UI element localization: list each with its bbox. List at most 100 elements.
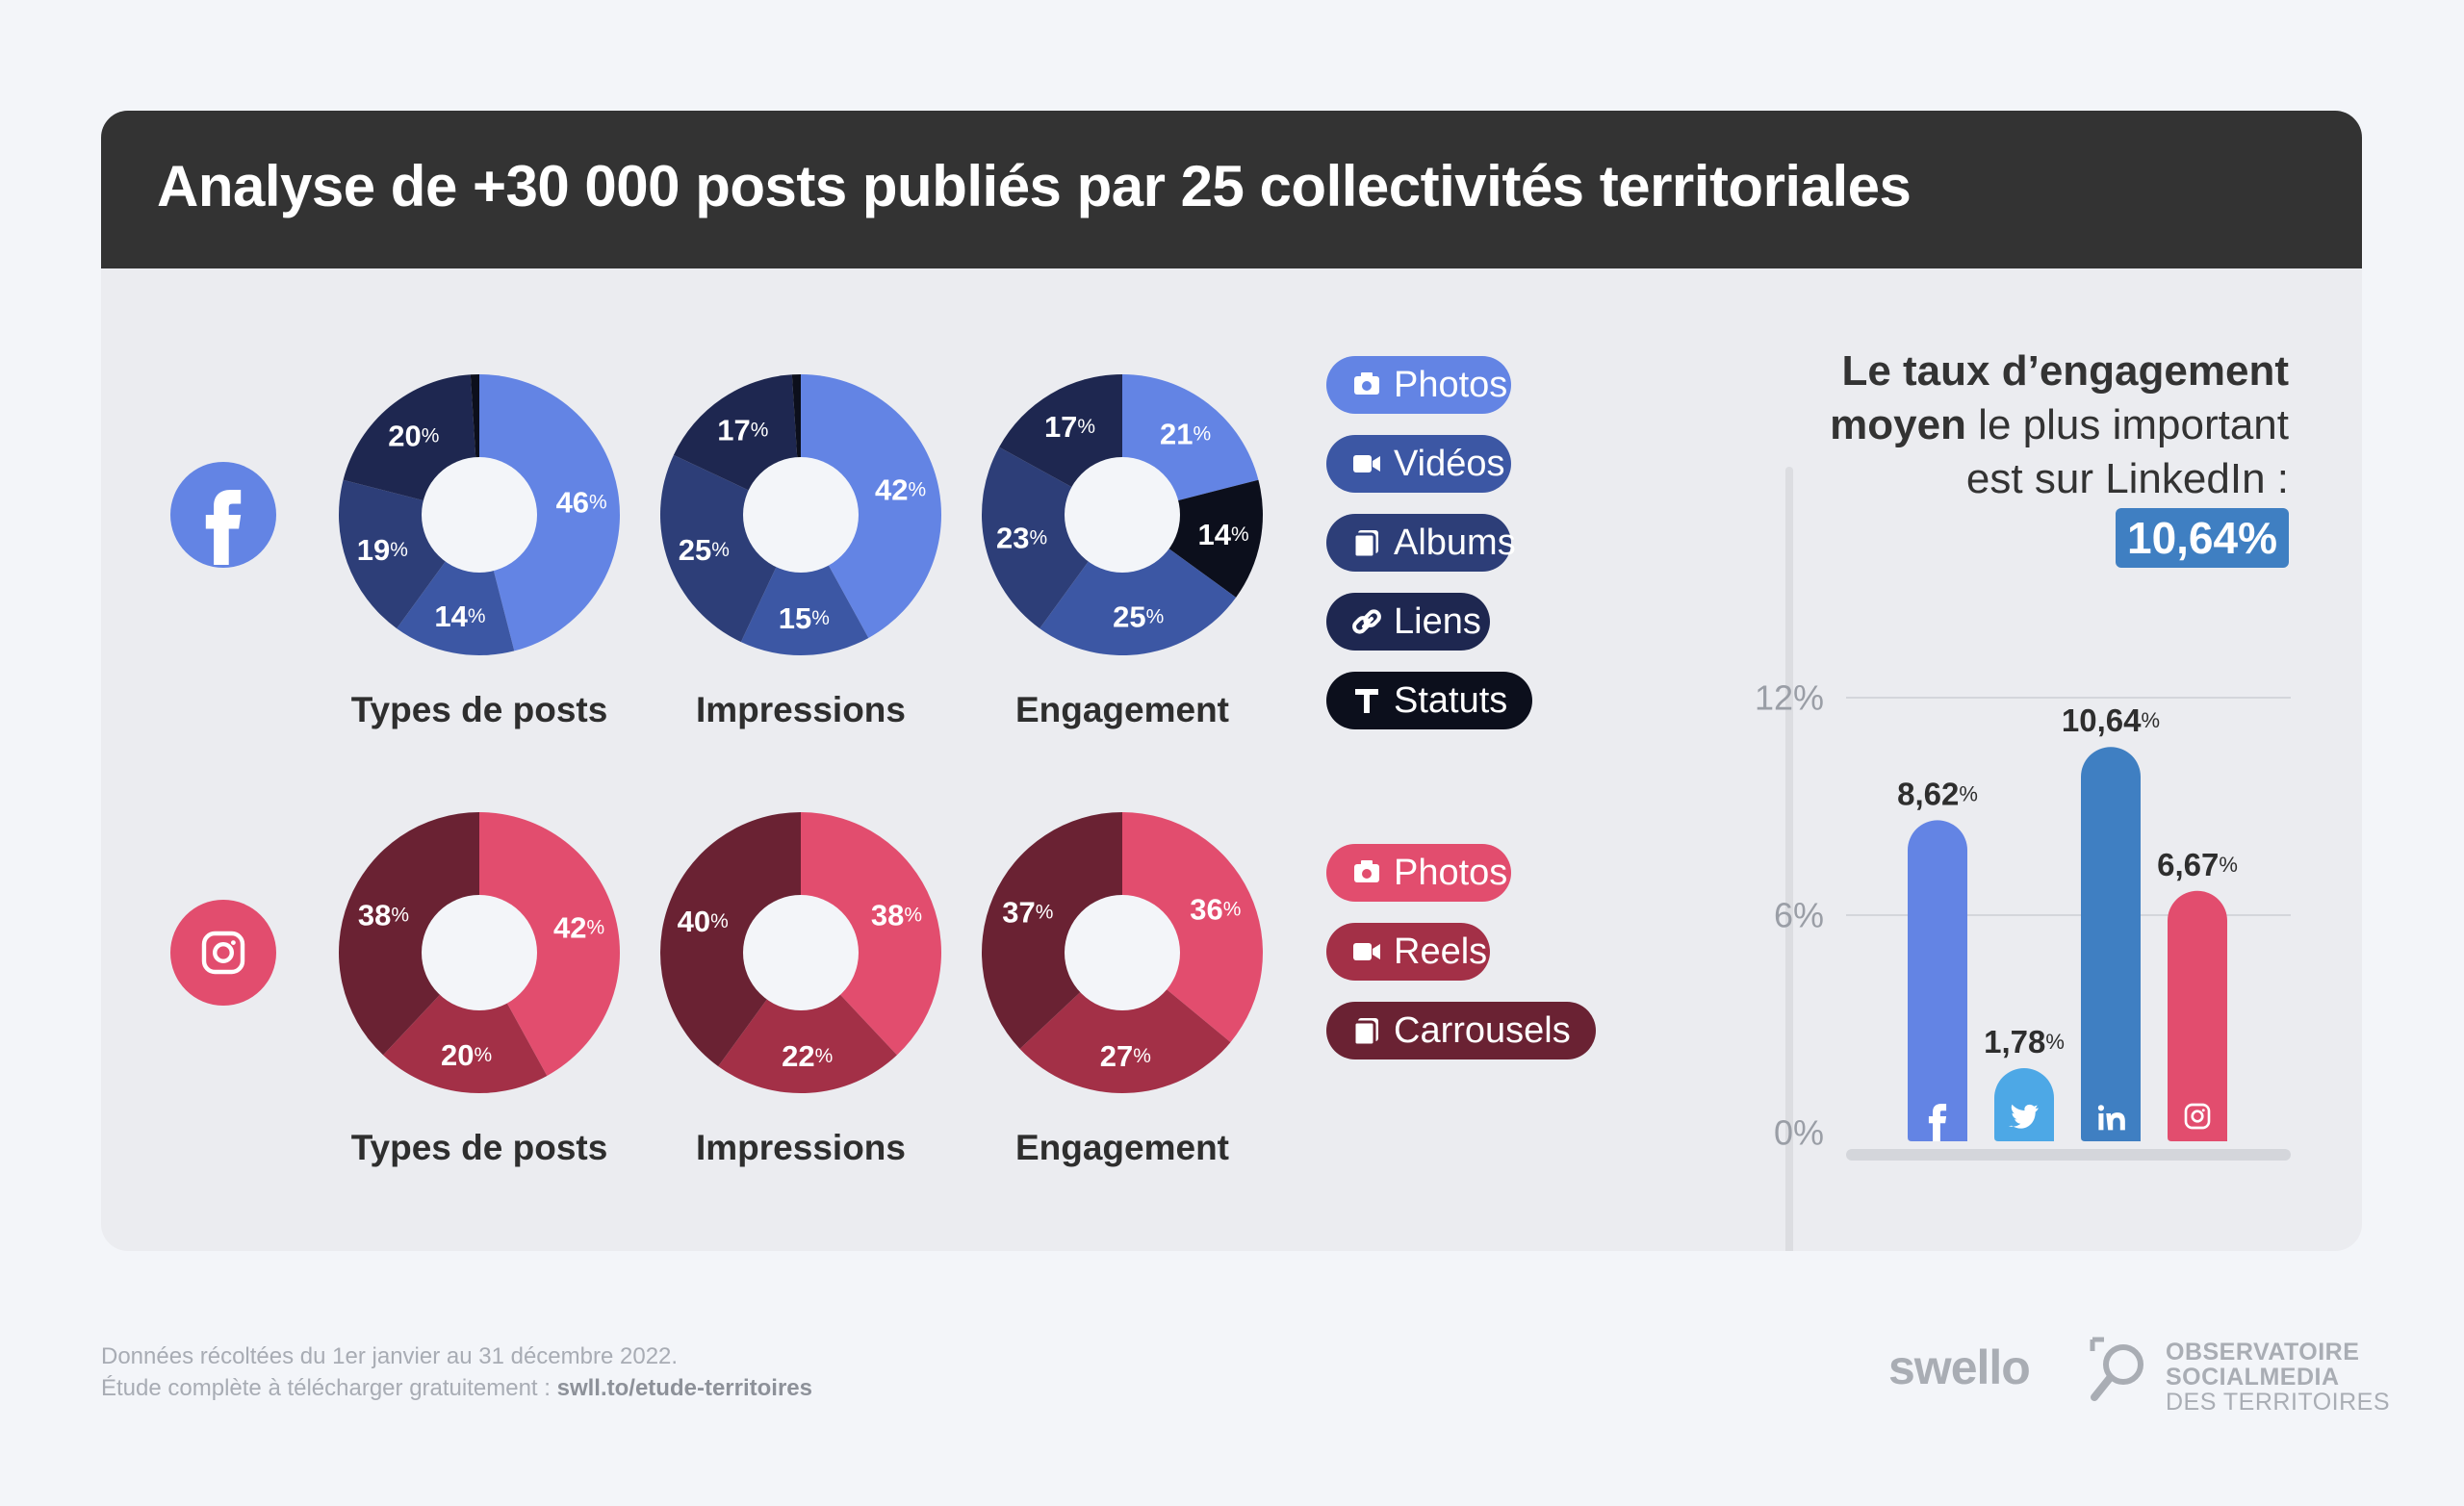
slice-label: 42%: [553, 910, 604, 944]
donut-hole: [743, 895, 859, 1010]
twitter-bird-glyph: [2008, 1104, 2039, 1129]
donut-title: Impressions: [696, 690, 906, 729]
camera-icon: [1354, 860, 1379, 882]
facebook-icon: [1928, 1104, 1947, 1141]
corner-mark: [2090, 1337, 2104, 1351]
donut-slice: [1040, 515, 1237, 655]
instagram-icon: [2184, 1103, 2211, 1130]
legend-facebook-photos: Photos: [1326, 356, 1511, 414]
footer-line-1: Données récoltées du 1er janvier au 31 d…: [101, 1343, 679, 1369]
video-lens: [1373, 944, 1380, 959]
y-tick-label: 6%: [1774, 896, 1824, 935]
donut-hole: [1065, 457, 1180, 573]
slice-label: 23%: [996, 521, 1047, 554]
slice-label: 17%: [1044, 409, 1095, 443]
legend-pill: [1326, 923, 1490, 981]
divider: [1785, 467, 1793, 1251]
video-icon: [1353, 943, 1380, 960]
donut-slice: [383, 953, 548, 1093]
lens-circle: [2103, 1344, 2143, 1385]
donut-instagram-1: 42% 20% 38% Types de posts: [338, 811, 621, 1167]
instagram-frame: [201, 931, 245, 975]
donut-slice: [1122, 812, 1263, 1043]
link-icon: [1352, 609, 1381, 634]
legend-pill: [1326, 1002, 1596, 1059]
slice-label: 27%: [1100, 1038, 1151, 1072]
slice-label: 19%: [357, 533, 408, 567]
camera-top: [1361, 372, 1373, 377]
slice-label: 21%: [1160, 417, 1211, 450]
observatoire-line-3: DES TERRITOIRES: [2166, 1389, 2391, 1416]
slice-label: 38%: [358, 898, 409, 932]
instagram-dot: [2201, 1109, 2205, 1112]
legend-label: Vidéos: [1394, 444, 1505, 484]
camera-lens: [1362, 381, 1372, 391]
headline-line-3: est sur LinkedIn :: [1965, 455, 2289, 502]
bar-facebook: 8,62%: [1897, 776, 1978, 1141]
legend-label: Reels: [1394, 932, 1487, 972]
linkedin-i-dot: [2097, 1105, 2104, 1111]
legend-label: Albums: [1394, 523, 1516, 563]
camera-top: [1361, 860, 1373, 865]
donut-hole: [422, 895, 537, 1010]
headline-bold-1: Le taux d’engagement: [1841, 347, 2289, 395]
observatoire-logo: OBSERVATOIRE SOCIALMEDIA DES TERRITOIRES: [2166, 1340, 2390, 1415]
donut-instagram-3: 36% 27% 37% Engagement: [981, 812, 1263, 1167]
album-icon: [1352, 530, 1378, 559]
donut-slice: [338, 812, 479, 1056]
slice-label: 46%: [556, 485, 607, 519]
footer-study-link[interactable]: swll.to/etude-territoires: [556, 1375, 812, 1401]
slice-label: 20%: [441, 1038, 492, 1072]
donut-hole: [422, 457, 537, 573]
bar: [1994, 1067, 2054, 1141]
bar-value-label: 1,78%: [1984, 1023, 2065, 1059]
legend-instagram-photos: Photos: [1326, 844, 1511, 902]
facebook-icon: [170, 462, 276, 568]
observatoire-line-2: SOCIALMEDIA: [2166, 1364, 2340, 1391]
bar-value-label: 6,67%: [2157, 846, 2238, 881]
lens-handle: [2091, 1374, 2114, 1401]
slice-label: 25%: [1113, 600, 1164, 633]
instagram-icon: [170, 900, 276, 1006]
slice-label: 14%: [1198, 518, 1249, 551]
donut-title: Impressions: [696, 1128, 906, 1167]
camera-icon: [1354, 372, 1379, 395]
donut-slice: [479, 374, 620, 651]
legend-facebook-vidéos: Vidéos: [1326, 435, 1511, 493]
legend-label: Carrousels: [1394, 1010, 1571, 1051]
donut-slice: [801, 374, 942, 638]
linkedin-n-glyph: [2106, 1112, 2125, 1131]
legend-label: Photos: [1394, 365, 1507, 405]
bar-value-label: 8,62%: [1897, 776, 1978, 811]
legend-pill: [1326, 435, 1511, 493]
footer-line-2-prefix: Étude complète à télécharger gratuitemen…: [101, 1375, 557, 1401]
donut-title: Engagement: [1015, 690, 1229, 729]
bar: [1908, 820, 1967, 1141]
headline: Le taux d’engagement moyen le plus impor…: [1615, 345, 2289, 568]
slice-label: 15%: [779, 600, 830, 634]
legend-label: Liens: [1394, 601, 1481, 642]
donut-title: Types de posts: [351, 1128, 608, 1167]
headline-rest: le plus important: [1965, 401, 2289, 448]
headline-value-badge: 10,64%: [2115, 508, 2289, 568]
legend-facebook-liens: Liens: [1326, 593, 1490, 651]
page-title: Analyse de +30 000 posts publiés par 25 …: [157, 154, 1912, 218]
link-ring-2: [1363, 609, 1381, 627]
observatoire-line-1: OBSERVATOIRE: [2166, 1339, 2360, 1366]
legend-pill: [1326, 672, 1532, 729]
instagram-circle: [170, 900, 276, 1006]
bar: [2168, 890, 2227, 1141]
instagram-frame: [2184, 1103, 2211, 1130]
slice-label: 22%: [782, 1038, 833, 1072]
video-icon: [1353, 455, 1380, 472]
instagram-dot: [231, 940, 236, 945]
linkedin-i-stem: [2098, 1112, 2104, 1131]
legend-pill: [1326, 593, 1490, 651]
donut-instagram-2: 38% 22% 40% Impressions: [660, 812, 941, 1167]
album-icon: [1352, 1018, 1378, 1047]
bar-twitter: 1,78%: [1984, 1023, 2065, 1141]
slice-label: 38%: [871, 898, 922, 932]
bar: [2081, 747, 2141, 1141]
slice-label: 42%: [875, 472, 926, 506]
video-body: [1353, 943, 1372, 960]
